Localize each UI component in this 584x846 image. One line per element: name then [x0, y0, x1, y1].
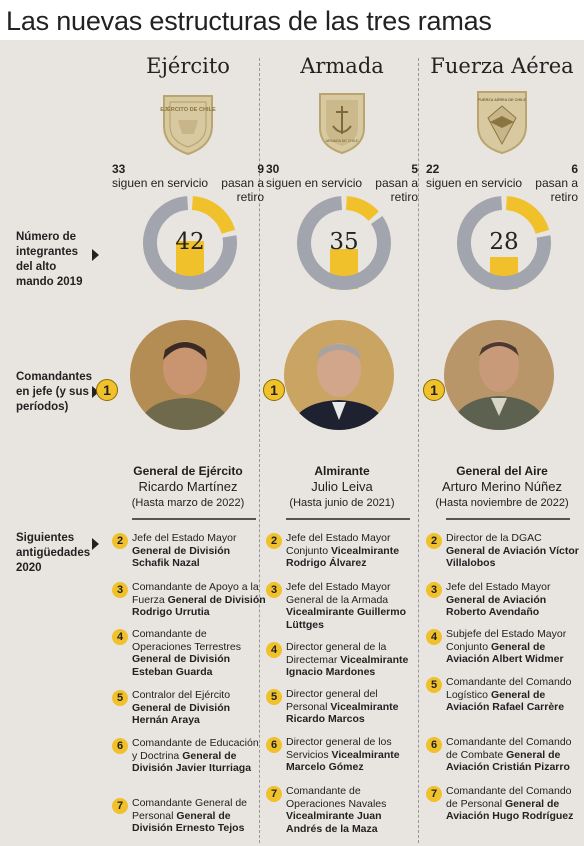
item-number: 7 [112, 798, 128, 814]
stay-slice [457, 196, 551, 290]
portrait-armada [284, 320, 394, 430]
commander-rank: Almirante [314, 464, 370, 478]
item-number: 4 [426, 629, 442, 645]
section-rule [132, 518, 256, 520]
stay-label: siguen en servicio [426, 176, 523, 190]
stay-count: 22 [426, 162, 440, 176]
stay-count: 33 [112, 162, 126, 176]
stay-label: siguen en servicio [112, 176, 209, 190]
item-number: 7 [266, 786, 282, 802]
stay-label: siguen en servicio [266, 176, 363, 190]
stay-count: 30 [266, 162, 280, 176]
commander-name: Julio Leiva [311, 479, 373, 494]
page-title: Las nuevas estructuras de las tres ramas [6, 6, 492, 36]
arrow-right-icon [92, 538, 99, 550]
retire-slice [345, 196, 379, 222]
item-number: 5 [112, 690, 128, 706]
portrait-fuerza-aerea [444, 320, 554, 430]
army-shield-icon: EJÉRCITO DE CHILE [160, 95, 216, 156]
item-number: 7 [426, 786, 442, 802]
section-rule [446, 518, 570, 520]
commander-name: Arturo Merino Núñez [442, 479, 562, 494]
section-rule [286, 518, 410, 520]
retire-count: 6 [571, 162, 578, 176]
column-divider [418, 58, 419, 843]
donut-chart [297, 196, 391, 290]
stay-slice [297, 196, 391, 290]
comandantes-label: Comandantes en jefe (y sus períodos) [16, 371, 93, 413]
branch-column-fuerza-aerea: Fuerza Aérea FUERZA AÉREA DE CHILE 22 si… [423, 40, 579, 846]
emblem-text: FUERZA AÉREA DE CHILE [478, 97, 527, 102]
branch-column-armada: Armada ARMADA DE CHILE 30 siguen en serv… [263, 40, 418, 846]
commander-period: (Hasta marzo de 2022) [131, 497, 245, 509]
item-number: 4 [112, 629, 128, 645]
retire-slice [191, 196, 236, 235]
retire-label: pasan a retiro [221, 176, 264, 204]
item-number: 5 [426, 677, 442, 693]
rank-1-badge: 1 [263, 379, 285, 401]
retire-slice [505, 196, 550, 235]
donut-chart [143, 196, 237, 290]
stay-count-box: 22 siguen en servicio [426, 162, 522, 190]
person-icon [130, 320, 240, 430]
commander-period: (Hasta junio de 2021) [289, 497, 395, 509]
stay-slice [143, 196, 237, 290]
person-icon [284, 320, 394, 430]
retire-label: pasan a retiro [535, 176, 578, 204]
total-count: 35 [329, 229, 359, 255]
total-count: 28 [489, 229, 519, 255]
branch-column-ejercito: Ejército EJÉRCITO DE CHILE 33 siguen en … [96, 40, 266, 846]
mando-label: Número de integrantes del alto mando 201… [16, 231, 83, 288]
commander-rank: General del Aire [456, 464, 548, 478]
item-number: 4 [266, 642, 282, 658]
retire-count-box: 9 pasan a retiro [210, 162, 264, 204]
emblem-text: EJÉRCITO DE CHILE [160, 105, 216, 113]
item-number: 6 [266, 737, 282, 753]
person-icon [444, 320, 554, 430]
emblem-text: ARMADA DE CHILE [326, 139, 359, 143]
arrow-right-icon [92, 249, 99, 261]
item-number: 6 [426, 737, 442, 753]
item-number: 3 [426, 582, 442, 598]
item-number: 2 [266, 533, 282, 549]
commander-rank: General de Ejército [133, 464, 243, 478]
retire-count: 9 [257, 162, 264, 176]
retire-count-box: 6 pasan a retiro [524, 162, 578, 204]
retire-label: pasan a retiro [375, 176, 418, 204]
column-divider [259, 58, 260, 843]
antiguedades-label: Siguientes antigüedades 2020 [16, 532, 91, 574]
rank-1-badge: 1 [96, 379, 118, 401]
item-number: 5 [266, 689, 282, 705]
commander-period: (Hasta noviembre de 2022) [435, 497, 569, 509]
stay-count-box: 30 siguen en servicio [266, 162, 362, 190]
navy-anchor-shield-icon: ARMADA DE CHILE [319, 93, 365, 155]
item-number: 2 [112, 533, 128, 549]
arrow-right-icon [92, 386, 99, 398]
retire-count-box: 5 pasan a retiro [364, 162, 418, 204]
item-number: 3 [266, 582, 282, 598]
branch-name: Fuerza Aérea [430, 54, 574, 78]
item-number: 6 [112, 738, 128, 754]
branch-name: Ejército [146, 54, 230, 78]
branch-name: Armada [300, 54, 384, 78]
content-panel [0, 40, 584, 846]
total-count: 42 [175, 229, 205, 255]
air-force-shield-icon: FUERZA AÉREA DE CHILE [477, 91, 527, 155]
portrait-ejercito [130, 320, 240, 430]
commander-name: Ricardo Martínez [138, 479, 238, 494]
stay-count-box: 33 siguen en servicio [112, 162, 208, 190]
retire-count: 5 [411, 162, 418, 176]
rank-1-badge: 1 [423, 379, 445, 401]
donut-chart [457, 196, 551, 290]
item-number: 3 [112, 582, 128, 598]
item-number: 2 [426, 533, 442, 549]
